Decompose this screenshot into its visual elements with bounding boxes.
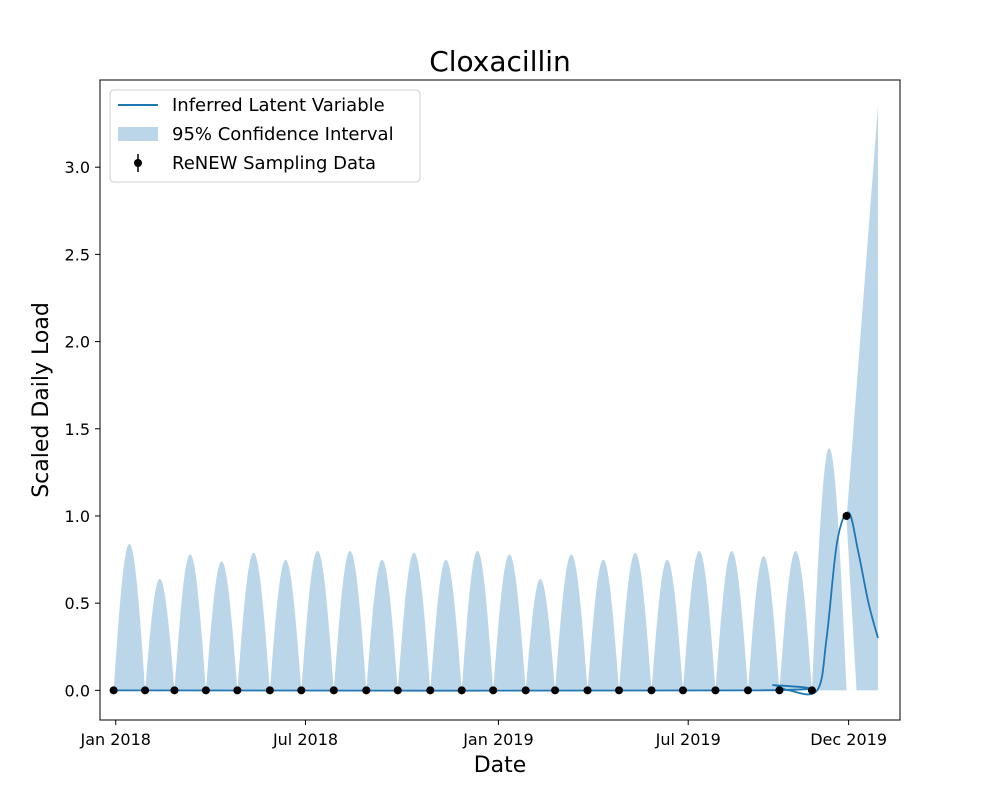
sampling-point	[711, 686, 720, 695]
ci-band-segment	[747, 556, 780, 691]
ci-band-segment	[205, 561, 238, 691]
y-tick-label: 2.5	[65, 245, 90, 264]
ci-band-segment	[461, 550, 494, 691]
ci-band-segment	[493, 554, 526, 691]
ci-band-segment	[555, 554, 588, 691]
y-tick-label: 1.5	[65, 420, 90, 439]
ci-band-segment	[587, 559, 619, 691]
sampling-point	[457, 686, 466, 695]
ci-band-segment	[366, 559, 398, 691]
sampling-point	[297, 686, 306, 695]
sampling-point	[489, 686, 498, 695]
ci-band-segment	[397, 552, 431, 691]
y-axis: 0.0 0.5 1.0 1.5 2.0 2.5 3.0	[65, 158, 100, 700]
sampling-point	[201, 686, 210, 695]
legend-label-latent: Inferred Latent Variable	[172, 95, 385, 116]
ci-band-segment	[301, 550, 334, 691]
ci-band-segment	[811, 447, 847, 691]
ci-band-segment	[113, 543, 146, 691]
sampling-point	[521, 686, 530, 695]
sampling-point	[233, 686, 242, 695]
x-axis-title: Date	[474, 753, 527, 778]
ci-band-segment	[525, 578, 556, 691]
ci-band-segment	[145, 578, 175, 691]
y-tick-label: 1.0	[65, 507, 90, 526]
sampling-point	[743, 686, 752, 695]
sampling-point	[170, 686, 179, 695]
chart-title: Cloxacillin	[429, 45, 571, 78]
ci-band-segment	[619, 552, 652, 691]
sampling-point	[842, 511, 851, 520]
sampling-point	[426, 686, 435, 695]
ci-band-segment	[237, 552, 270, 691]
y-tick-label: 0.5	[65, 594, 90, 613]
legend-band-swatch	[118, 127, 158, 141]
sampling-point	[647, 686, 656, 695]
sampling-point	[615, 686, 624, 695]
ci-band-segment	[715, 550, 748, 691]
legend-label-sampling: ReNEW Sampling Data	[172, 153, 376, 174]
sampling-point	[265, 686, 274, 695]
sampling-point	[362, 686, 371, 695]
sampling-point	[775, 686, 784, 695]
confidence-band-layer	[113, 106, 878, 691]
sampling-point	[393, 686, 402, 695]
ci-band-segment	[269, 559, 302, 691]
sampling-points-layer	[109, 511, 851, 695]
sampling-point	[141, 686, 150, 695]
latent-variable-line	[113, 511, 879, 696]
ci-band-segment	[174, 554, 206, 691]
x-tick-label: Jan 2018	[79, 730, 150, 749]
ci-band-segment	[779, 550, 812, 691]
legend-point-swatch	[134, 159, 142, 167]
legend-label-ci: 95% Confidence Interval	[172, 124, 394, 145]
sampling-point	[583, 686, 592, 695]
sampling-point	[551, 686, 560, 695]
ci-band-segment	[430, 559, 462, 691]
y-tick-label: 2.0	[65, 333, 90, 352]
ci-band-final	[846, 106, 878, 691]
ci-band-segment	[333, 550, 367, 691]
sampling-point	[329, 686, 338, 695]
legend-box	[109, 89, 421, 183]
latent-line-layer	[113, 511, 879, 696]
ci-band-segment	[651, 559, 683, 691]
y-tick-label: 3.0	[65, 158, 90, 177]
x-tick-label: Jan 2019	[462, 730, 533, 749]
sampling-point	[109, 686, 118, 695]
x-axis: Jan 2018 Jul 2018 Jan 2019 Jul 2019 Dec 2019	[79, 720, 887, 749]
sampling-point	[807, 686, 816, 695]
x-tick-label: Dec 2019	[810, 730, 887, 749]
x-tick-label: Jul 2019	[655, 730, 721, 749]
x-tick-label: Jul 2018	[272, 730, 338, 749]
legend: Inferred Latent Variable 95% Confidence …	[109, 89, 421, 183]
y-axis-title: Scaled Daily Load	[29, 302, 54, 498]
sampling-point	[678, 686, 687, 695]
y-tick-label: 0.0	[65, 681, 90, 700]
plot-frame	[99, 79, 901, 721]
ci-band-segment	[682, 550, 716, 691]
